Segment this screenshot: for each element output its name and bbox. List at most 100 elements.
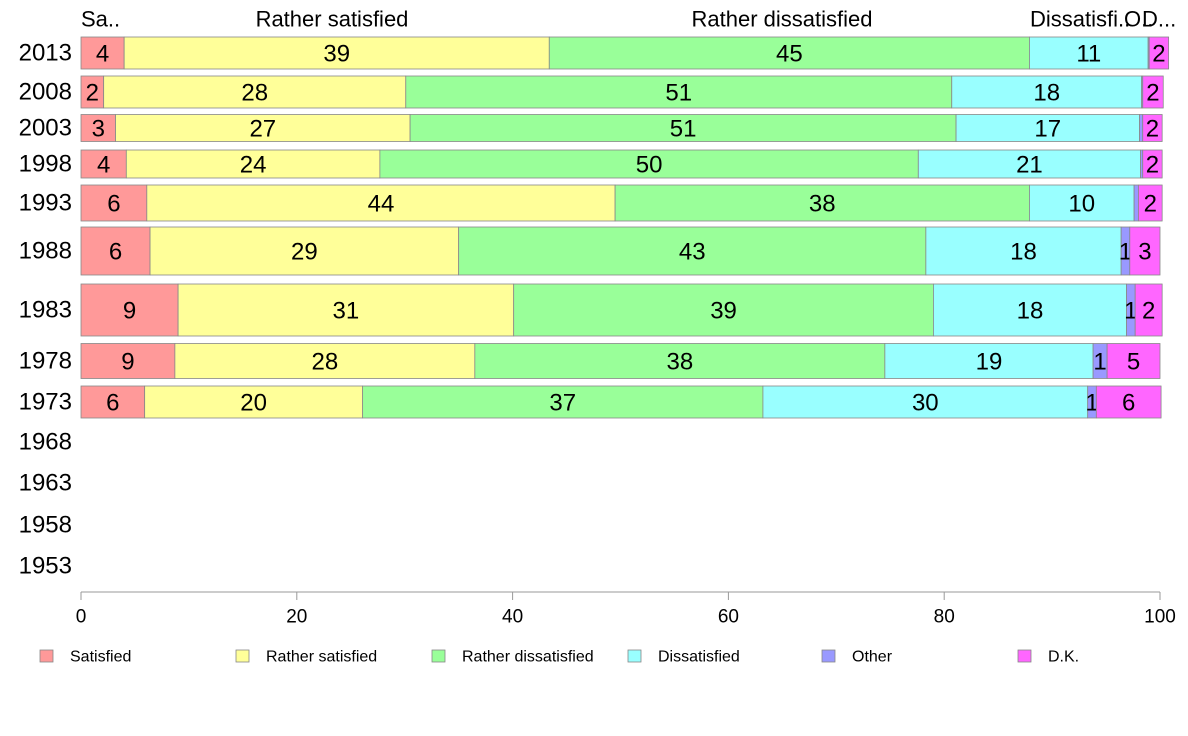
bar-2003-d-k- (1142, 114, 1163, 142)
data-label-1978-rather-dissatisfied: 38 (666, 349, 693, 376)
x-tick-label-80: 80 (934, 607, 955, 628)
data-label-1973-d-k-: 6 (1122, 390, 1135, 417)
legend-swatch-rather-dissatisfied (431, 649, 446, 663)
bar-1973-d-k- (1095, 385, 1162, 419)
top-label-2: Rather dissatisfied (692, 7, 873, 32)
bar-2008-dissatisfied (951, 75, 1143, 109)
x-tick-label-0: 0 (76, 607, 87, 628)
bar-2013-satisfied (80, 36, 125, 70)
data-label-1978-satisfied: 9 (121, 349, 134, 376)
bar-2003-rather-satisfied (115, 114, 411, 142)
top-label-0: Sa.. (81, 7, 120, 32)
data-label-1973-dissatisfied: 30 (912, 390, 939, 417)
bar-1998-dissatisfied (917, 149, 1141, 179)
data-label-1988-other: 1 (1119, 239, 1132, 266)
legend-label-satisfied: Satisfied (70, 649, 131, 666)
bar-1993-d-k- (1138, 184, 1163, 222)
data-label-2013-rather-dissatisfied: 45 (776, 41, 803, 68)
bar-2003-rather-dissatisfied (409, 114, 957, 142)
legend-label-rather-dissatisfied: Rather dissatisfied (462, 649, 594, 666)
legend-swatch-d-k- (1017, 649, 1032, 663)
bar-1998-d-k- (1142, 149, 1163, 179)
legend: Satisfied Rather satisfied Rather dissatis… (39, 649, 1079, 666)
bar-1983-satisfied (80, 283, 179, 337)
bar-1993-satisfied (80, 184, 148, 222)
data-label-1993-rather-dissatisfied: 38 (809, 191, 836, 218)
bar-1983-rather-satisfied (177, 283, 515, 337)
data-label-2013-d-k-: 2 (1152, 41, 1165, 68)
bar-1978-satisfied (80, 343, 176, 379)
data-label-1998-rather-satisfied: 24 (240, 152, 267, 179)
data-label-1983-d-k-: 2 (1142, 298, 1155, 325)
data-label-2003-satisfied: 3 (92, 116, 105, 143)
category-label-1963: 1963 (19, 470, 72, 497)
x-tick-label-60: 60 (718, 607, 739, 628)
top-label-1: Rather satisfied (256, 7, 409, 32)
top-label-3: Dissatisfi.. (1030, 7, 1130, 32)
data-label-2013-rather-satisfied: 39 (323, 41, 350, 68)
bar-1993-rather-dissatisfied (614, 184, 1030, 222)
data-label-1973-satisfied: 6 (106, 390, 119, 417)
data-label-1988-d-k-: 3 (1138, 239, 1151, 266)
top-label-4: O.. (1124, 7, 1153, 32)
bar-1988-rather-satisfied (149, 226, 460, 276)
bars: 4 39 45 11 22 28 51 18 23 27 51 17 24 24 50 21 26 44 38 10 2… (80, 36, 1170, 419)
bar-1998-satisfied (80, 149, 127, 179)
bar-2003-satisfied (80, 114, 116, 142)
category-label-1973: 1973 (19, 389, 72, 416)
bar-1983-dissatisfied (933, 283, 1127, 337)
bar-2013-dissatisfied (1029, 36, 1149, 70)
data-label-1978-d-k-: 5 (1127, 349, 1140, 376)
data-label-1978-other: 1 (1093, 349, 1106, 376)
bar-1988-dissatisfied (925, 226, 1122, 276)
data-label-1998-d-k-: 2 (1146, 152, 1159, 179)
legend-label-d-k-: D.K. (1048, 649, 1079, 666)
bar-1988-d-k- (1129, 226, 1161, 276)
x-tick-label-20: 20 (286, 607, 307, 628)
data-label-1983-rather-satisfied: 31 (333, 298, 360, 325)
bar-1993-other (1133, 184, 1139, 222)
bar-2008-rather-satisfied (103, 75, 407, 109)
data-label-1993-d-k-: 2 (1144, 191, 1157, 218)
data-label-2003-rather-dissatisfied: 51 (670, 116, 697, 143)
x-axis: 0 20 40 60 80 100 (76, 591, 1176, 628)
data-label-1973-other: 1 (1085, 390, 1098, 417)
category-label-1968: 1968 (19, 429, 72, 456)
data-label-2003-rather-satisfied: 27 (249, 116, 276, 143)
data-label-2013-dissatisfied: 11 (1076, 41, 1101, 68)
bar-1978-rather-satisfied (174, 343, 476, 379)
bar-2013-d-k- (1148, 36, 1170, 70)
legend-label-dissatisfied: Dissatisfied (658, 649, 740, 666)
category-label-2013: 2013 (19, 40, 72, 67)
data-label-1978-dissatisfied: 19 (976, 349, 1003, 376)
data-label-1983-rather-dissatisfied: 39 (710, 298, 737, 325)
bar-1993-rather-satisfied (146, 184, 616, 222)
data-label-1988-satisfied: 6 (109, 239, 122, 266)
category-label-2008: 2008 (19, 79, 72, 106)
category-label-2003: 2003 (19, 115, 72, 142)
bar-1983-d-k- (1134, 283, 1163, 337)
category-labels: 2013 2008 2003 1998 1993 1988 1983 1978 1973 1968… (19, 40, 72, 580)
category-label-1958: 1958 (19, 512, 72, 539)
category-label-1983: 1983 (19, 297, 72, 324)
legend-swatch-satisfied (39, 649, 54, 663)
data-label-1998-rather-dissatisfied: 50 (636, 152, 663, 179)
bar-2003-other (1139, 114, 1144, 142)
data-label-1988-rather-satisfied: 29 (291, 239, 318, 266)
data-label-1998-satisfied: 4 (97, 152, 110, 179)
top-labels: Sa.. Rather satisfied Rather dissatisfied D… (81, 7, 1176, 32)
data-label-2008-rather-satisfied: 28 (241, 80, 268, 107)
bar-2008-d-k- (1142, 75, 1164, 109)
data-label-2008-dissatisfied: 18 (1033, 80, 1060, 107)
x-tick-label-100: 100 (1144, 607, 1176, 628)
category-label-1953: 1953 (19, 553, 72, 580)
bar-1983-rather-dissatisfied (513, 283, 934, 337)
data-label-2013-satisfied: 4 (96, 41, 109, 68)
data-label-1983-satisfied: 9 (123, 298, 136, 325)
category-label-1988: 1988 (19, 238, 72, 265)
data-label-1988-rather-dissatisfied: 43 (679, 239, 706, 266)
data-label-1983-other: 1 (1124, 298, 1137, 325)
data-label-1993-rather-satisfied: 44 (368, 191, 395, 218)
legend-label-other: Other (852, 649, 893, 666)
